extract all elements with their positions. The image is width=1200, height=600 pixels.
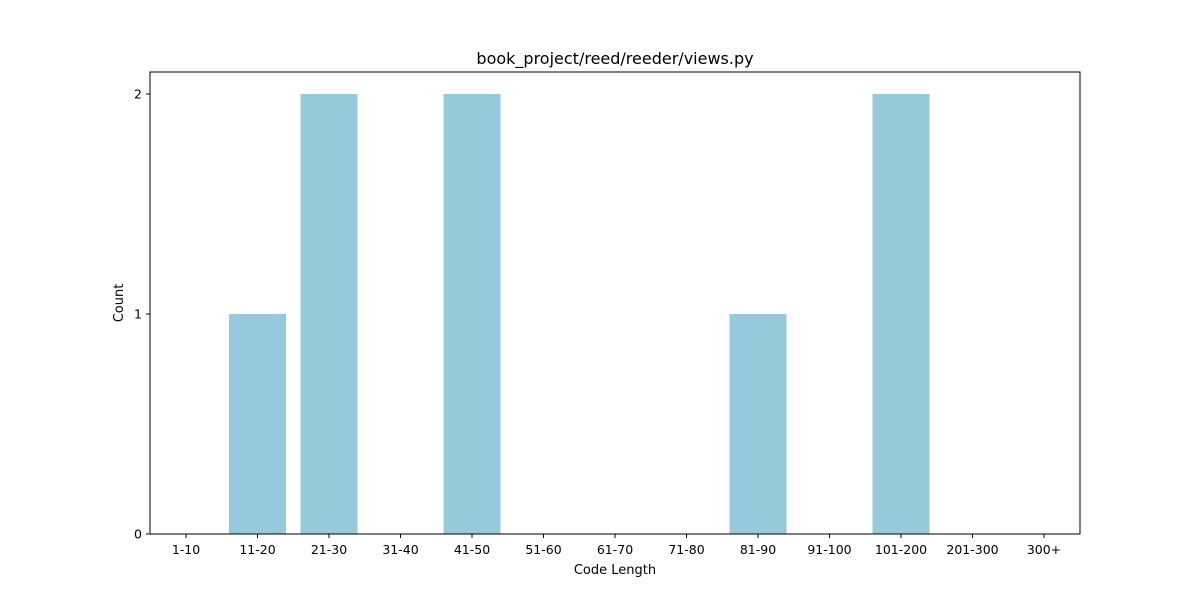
x-tick-label: 201-300 [946,542,998,557]
bar-41-50 [443,94,501,534]
y-tick-label: 1 [134,307,142,322]
x-tick-label: 41-50 [454,542,490,557]
x-tick-label: 101-200 [875,542,927,557]
x-axis-label: Code Length [574,563,656,578]
chart-title: book_project/reed/reeder/views.py [476,49,753,69]
x-tick-label: 21-30 [311,542,347,557]
y-axis: 0 1 2 [134,87,150,542]
bar-81-90 [729,314,787,534]
x-tick-label: 1-10 [172,542,200,557]
x-tick-label: 31-40 [382,542,418,557]
y-tick-label: 0 [134,527,142,542]
x-axis: 1-10 11-20 21-30 31-40 41-50 51-60 61-70 71-80 8… [172,534,1061,557]
x-tick-label: 61-70 [597,542,633,557]
bar-101-200 [872,94,930,534]
bar-21-30 [300,94,358,534]
y-axis-label: Count [112,284,127,323]
y-tick-label: 2 [134,87,142,102]
bar-11-20 [229,314,286,534]
plot-frame [149,71,1081,535]
x-tick-label: 300+ [1027,542,1061,557]
x-tick-label: 81-90 [740,542,776,557]
x-tick-label: 91-100 [807,542,851,557]
x-tick-label: 51-60 [525,542,561,557]
bars-layer [229,94,930,534]
x-tick-label: 11-20 [239,542,275,557]
x-tick-label: 71-80 [668,542,704,557]
